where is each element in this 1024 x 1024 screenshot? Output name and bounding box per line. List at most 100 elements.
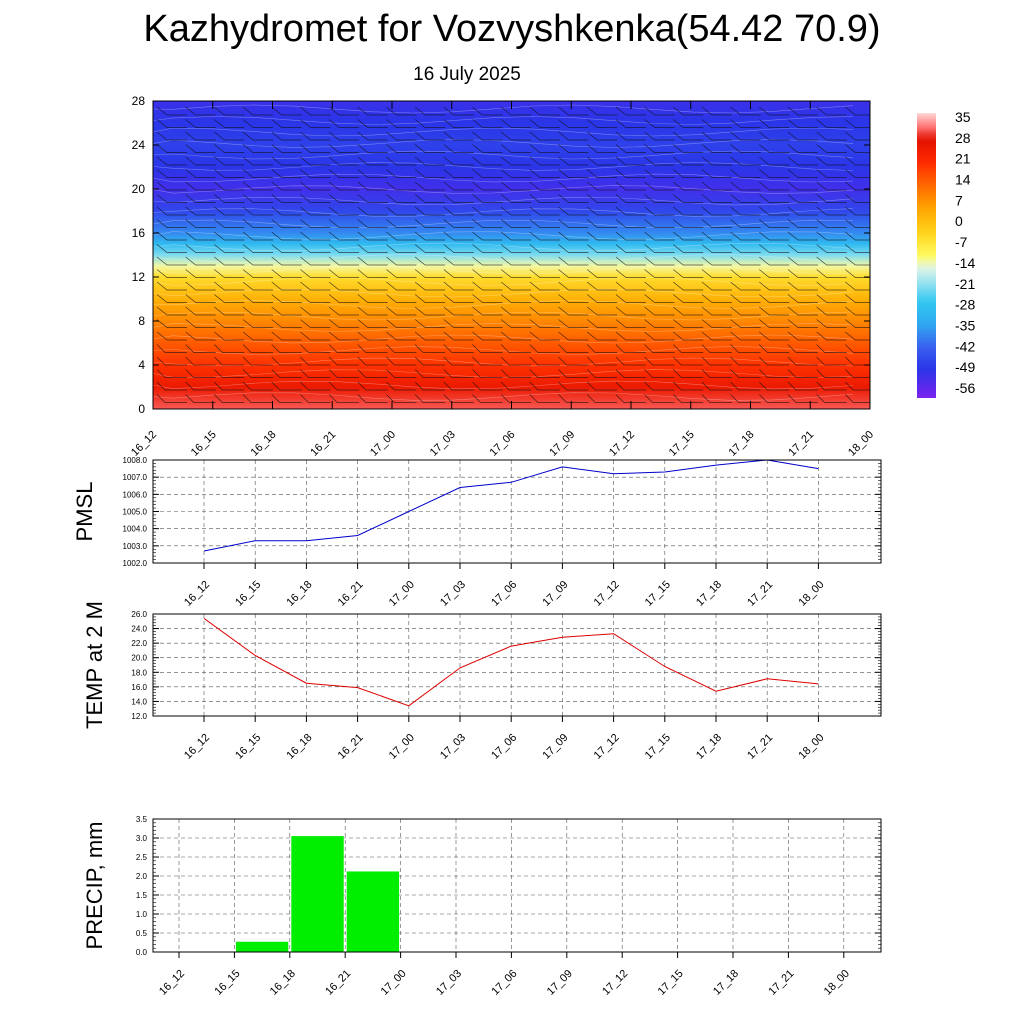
pmsl-panel: 1002.0 1003.0 1004.0 1005.0 1006.0 1007.0 1008… — [72, 456, 882, 609]
wind-barb — [500, 206, 532, 216]
x-tick-label: 16_12 — [157, 968, 187, 998]
wind-barb — [816, 369, 847, 378]
y-tick-label: 20.0 — [131, 654, 147, 663]
contour-line — [153, 208, 854, 217]
wind-barb — [386, 331, 417, 341]
contour-line — [153, 380, 854, 390]
wind-barb — [271, 356, 302, 366]
wind-barb — [357, 319, 388, 328]
wind-barb — [214, 181, 245, 191]
wind-barb — [529, 156, 560, 166]
wind-barb — [156, 206, 187, 216]
wind-barb — [414, 206, 446, 216]
wind-barb — [386, 231, 417, 241]
wind-barb — [672, 381, 704, 391]
x-tick-label: 18_00 — [822, 968, 852, 998]
wind-barb — [300, 194, 331, 203]
wind-barb — [443, 219, 474, 228]
wind-barb — [386, 244, 417, 253]
wind-barb — [586, 244, 618, 253]
wind-barb — [816, 244, 847, 253]
wind-barb — [443, 369, 474, 378]
wind-barb — [730, 369, 761, 378]
wind-barb — [730, 319, 761, 328]
wind-barb — [386, 344, 417, 353]
contour-line — [153, 277, 854, 286]
contour-line — [153, 150, 854, 160]
wind-barb — [443, 156, 474, 166]
wind-barb — [214, 294, 245, 303]
wind-barb — [586, 331, 618, 341]
wind-barb — [443, 194, 474, 203]
wind-barb — [472, 356, 503, 366]
wind-barb — [472, 231, 503, 241]
wind-barb — [271, 306, 302, 316]
wind-barb — [701, 244, 732, 253]
wind-barb — [701, 156, 732, 166]
wind-barb — [185, 394, 216, 403]
temp-line — [203, 617, 819, 707]
wind-barb — [529, 106, 560, 116]
wind-barb — [845, 169, 870, 178]
wind-barb — [845, 256, 870, 266]
wind-barb — [214, 119, 245, 128]
contour-line — [153, 254, 854, 263]
wind-barb — [615, 206, 646, 216]
wind-barb — [300, 306, 331, 316]
wind-barb — [586, 256, 618, 266]
y-tick-label: 8 — [138, 314, 145, 328]
wind-barb — [816, 269, 847, 278]
wind-barb — [787, 269, 818, 278]
wind-barb — [644, 231, 675, 241]
wind-barb — [816, 256, 847, 266]
wind-barb — [787, 219, 818, 228]
wind-barb — [214, 194, 245, 203]
panel-frame — [152, 459, 882, 564]
wind-barb — [242, 344, 274, 353]
wind-barb — [328, 356, 360, 366]
wind-barb — [673, 181, 704, 191]
wind-barb — [214, 244, 245, 253]
wind-barb — [443, 269, 474, 278]
contour-line — [153, 323, 854, 332]
y-tick-label: 18.0 — [131, 668, 147, 677]
x-tick-label: 17_15 — [643, 579, 673, 609]
wind-barb — [271, 231, 302, 241]
wind-barb — [414, 294, 446, 303]
wind-barb — [500, 119, 532, 128]
wind-barb — [500, 369, 532, 378]
panel-frame — [152, 613, 882, 717]
colorbar-fill — [917, 113, 936, 398]
wind-barb — [328, 156, 360, 166]
wind-barb — [673, 306, 704, 316]
wind-barb — [328, 219, 360, 228]
wind-barb — [558, 256, 589, 266]
wind-barb — [874, 107, 904, 115]
wind-barb — [357, 281, 388, 291]
wind-barb — [586, 369, 618, 378]
wind-barb — [529, 294, 560, 303]
x-tick-label: 16_21 — [308, 429, 338, 459]
wind-barb — [558, 369, 589, 378]
wind-barb — [242, 156, 274, 166]
wind-barb — [644, 206, 675, 216]
wind-barb — [586, 344, 618, 353]
wind-barb — [185, 194, 216, 203]
wind-barb — [845, 144, 870, 153]
wind-barb — [414, 131, 446, 141]
wind-barb — [874, 132, 904, 140]
wind-barb — [845, 306, 870, 316]
wind-barb — [214, 131, 245, 141]
wind-barb — [472, 394, 503, 403]
wind-barb — [500, 356, 532, 366]
wind-barb — [242, 394, 274, 403]
wind-barb — [185, 281, 216, 291]
wind-barb — [673, 231, 704, 241]
wind-barb — [874, 332, 904, 340]
wind-barb — [242, 206, 274, 216]
x-tick-label: 17_00 — [387, 732, 417, 762]
wind-barb — [185, 369, 216, 378]
x-tick-label: 17_03 — [438, 732, 468, 762]
wind-barb — [185, 219, 216, 228]
